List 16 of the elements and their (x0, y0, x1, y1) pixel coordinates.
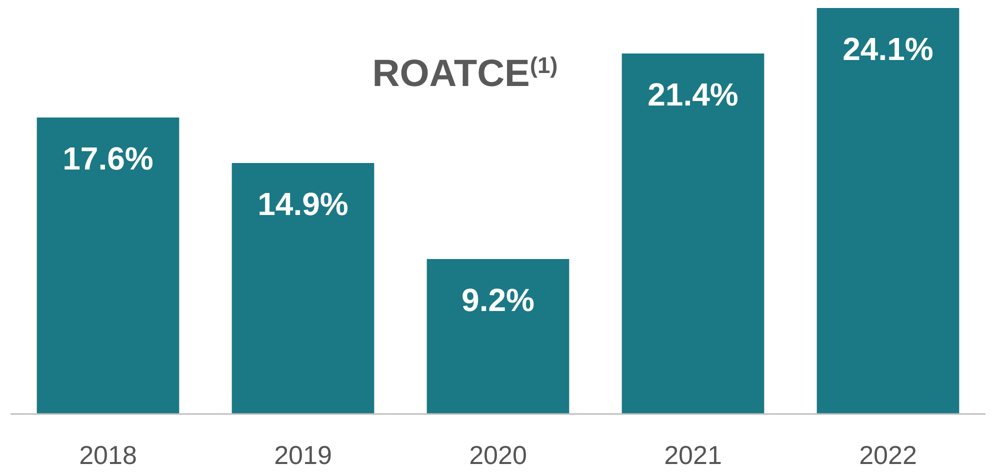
bar (36, 118, 180, 414)
x-tick-label: 2022 (859, 440, 917, 470)
bar (232, 162, 374, 414)
data-label: 21.4% (648, 76, 738, 112)
bar (816, 8, 960, 414)
data-label: 9.2% (462, 282, 534, 318)
data-label: 14.9% (258, 186, 348, 222)
data-label: 17.6% (62, 140, 154, 176)
text: ROATCE$^{(1)}$ (372, 52, 558, 95)
x-tick-label: 2019 (274, 440, 332, 470)
x-tick-label: 2018 (79, 440, 137, 470)
bar (622, 53, 764, 414)
bar (426, 259, 570, 414)
data-label: 24.1% (842, 31, 934, 67)
x-tick-label: 2021 (664, 440, 722, 470)
x-tick-label: 2020 (469, 440, 527, 470)
